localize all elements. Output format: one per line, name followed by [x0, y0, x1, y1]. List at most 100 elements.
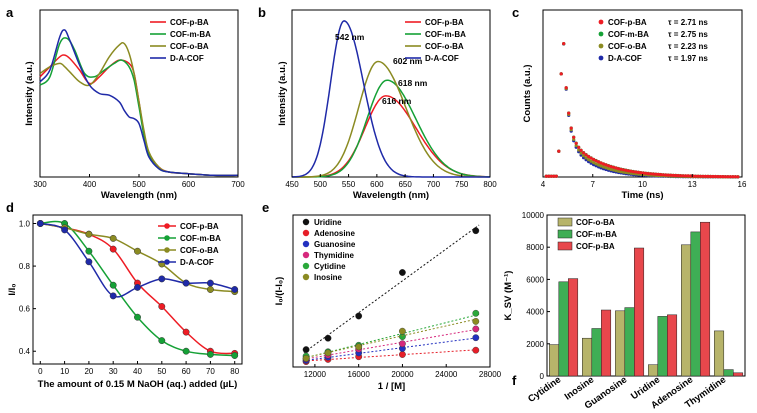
panel-c-data-point	[646, 172, 650, 176]
panel-f-y-tick-label: 2000	[526, 340, 544, 349]
panel-c-data-point	[574, 141, 578, 145]
panel-c-data-point	[582, 154, 586, 158]
panel-b-y-axis-label: Intensity (a.u.)	[277, 61, 288, 125]
panel-d-x-tick-label: 60	[182, 367, 191, 376]
panel-f-bar	[714, 330, 725, 377]
panel-b-peak-label: 618 nm	[398, 78, 428, 88]
panel-a-legend-label: D-A-COF	[170, 54, 204, 63]
panel-e-fit-line	[303, 337, 480, 362]
panel-c-data-point	[706, 174, 710, 178]
panel-b-x-tick-label: 500	[314, 180, 328, 189]
panel-f-category-label: Cytidine	[526, 374, 563, 405]
panel-e-legend-marker	[302, 240, 310, 248]
panel-c-data-point	[616, 169, 621, 173]
panel-c-data-point	[631, 170, 636, 174]
panel-c-x-tick-label: 7	[591, 180, 596, 189]
panel-c-data-point	[597, 163, 601, 167]
panel-c-lifetime-chart: 4 7 10 13 16 c Time (ns) Counts (a.u.) COF-p-BA τ…	[512, 5, 747, 201]
panel-d-x-tick-label: 50	[157, 367, 166, 376]
panel-c-legend-tau: τ = 2.75 ns	[668, 30, 708, 39]
panel-a-x-tick-label: 700	[231, 180, 245, 189]
panel-f-bar	[667, 314, 678, 377]
panel-c-data-point	[649, 172, 653, 176]
panel-d-x-tick-label: 70	[206, 367, 215, 376]
panel-c-data-point	[654, 172, 658, 176]
panel-c-legend-marker	[598, 31, 604, 37]
panel-c-x-tick-label: 4	[541, 180, 546, 189]
panel-c-legend-label: COF-p-BA	[608, 18, 647, 27]
panel-d-data-point	[182, 279, 190, 287]
panel-c-data-point	[589, 159, 593, 163]
panel-f-bar	[582, 337, 593, 377]
panel-c-data-point	[656, 172, 660, 176]
panel-f-bar	[558, 281, 569, 377]
panel-c-data-point	[592, 161, 596, 165]
panel-c-data-point	[577, 148, 581, 152]
panel-c-data-point	[636, 170, 641, 174]
panel-c-legend-label: COF-m-BA	[608, 30, 649, 39]
panel-c-data-point	[552, 174, 556, 178]
panel-d-x-axis-label: The amount of 0.15 M NaOH (aq.) added (µ…	[38, 379, 238, 390]
panel-f-y-axis-label: K_SV (M⁻¹)	[503, 271, 514, 321]
panel-d-data-point	[158, 303, 166, 310]
panel-d-data-point	[134, 247, 141, 255]
panel-d-data-point	[158, 337, 166, 345]
panel-a-y-axis-label: Intensity (a.u.)	[24, 61, 35, 125]
panel-e-legend-label: Cytidine	[314, 262, 346, 271]
panel-f-letter: f	[512, 373, 517, 388]
panel-f-legend-swatch	[557, 241, 573, 251]
panel-c-data-point	[582, 151, 586, 155]
panel-c-data-point	[659, 173, 663, 177]
panel-b-x-tick-label: 550	[342, 180, 356, 189]
panel-b-series-curve	[291, 79, 491, 178]
panel-e-data-point	[355, 343, 363, 351]
panel-c-data-point	[579, 148, 583, 152]
panel-c-data-point	[711, 174, 715, 179]
panel-e-data-point	[472, 325, 480, 333]
panel-c-data-point	[629, 169, 633, 173]
panel-c-data-point	[619, 170, 623, 174]
panel-c-data-point	[736, 175, 740, 179]
panel-e-data-point	[302, 346, 310, 353]
panel-d-data-point	[158, 275, 166, 283]
panel-c-data-point	[621, 170, 626, 174]
panel-d-data-point	[134, 283, 141, 291]
panel-b-legend-label: D-A-COF	[425, 54, 459, 63]
panel-f-bar	[634, 247, 645, 377]
panel-c-data-point	[594, 159, 598, 163]
panel-c-data-point	[572, 135, 576, 139]
panel-e-data-point	[472, 227, 480, 235]
panel-d-data-point	[182, 347, 190, 355]
panel-c-data-point	[544, 174, 548, 178]
panel-c-data-point	[614, 166, 618, 170]
panel-b-x-axis-label: Wavelength (nm)	[353, 190, 429, 201]
panel-c-data-point	[589, 156, 593, 160]
panel-c-data-point	[594, 162, 598, 166]
panel-f-y-tick-label: 4000	[526, 308, 544, 317]
panel-e-data-point	[324, 334, 332, 342]
panel-c-data-point	[716, 175, 720, 179]
panel-c-data-point	[666, 173, 670, 177]
panel-d-data-point	[109, 281, 117, 289]
panel-f-plot-frame	[546, 214, 746, 377]
panel-c-data-point	[669, 173, 673, 177]
panel-a-x-tick-label: 400	[83, 180, 97, 189]
panel-c-x-tick-label: 10	[638, 180, 647, 189]
panel-c-data-point	[624, 168, 628, 172]
panel-c-data-point	[641, 171, 645, 175]
panel-a-x-tick-label: 500	[132, 180, 146, 189]
panel-d-naoh-titration-chart: 0 10 20 30 40 50 60 70 80 0.4 0.6 0.8 1.0 d The amount…	[6, 200, 243, 390]
panel-c-data-point	[733, 175, 738, 179]
panel-b-peak-label: 602 nm	[393, 56, 423, 66]
panel-c-data-point	[713, 174, 718, 179]
panel-c-data-point	[592, 157, 596, 162]
panel-e-legend-label: Inosine	[314, 273, 343, 282]
panel-f-y-tick-label: 8000	[526, 243, 544, 252]
panel-d-data-point	[109, 292, 117, 300]
panel-d-data-point	[109, 245, 117, 253]
panel-d-data-point	[182, 328, 190, 336]
panel-f-legend-swatch	[557, 229, 573, 239]
panel-b-x-tick-label: 650	[398, 180, 412, 189]
panel-c-data-point	[609, 165, 613, 169]
